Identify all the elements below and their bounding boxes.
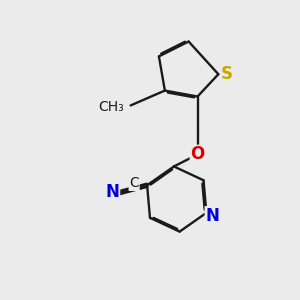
Text: C: C [129,176,139,190]
Text: CH₃: CH₃ [98,100,124,114]
Text: N: N [206,207,219,225]
Text: O: O [190,146,205,164]
Text: S: S [221,65,233,83]
Text: N: N [106,183,119,201]
